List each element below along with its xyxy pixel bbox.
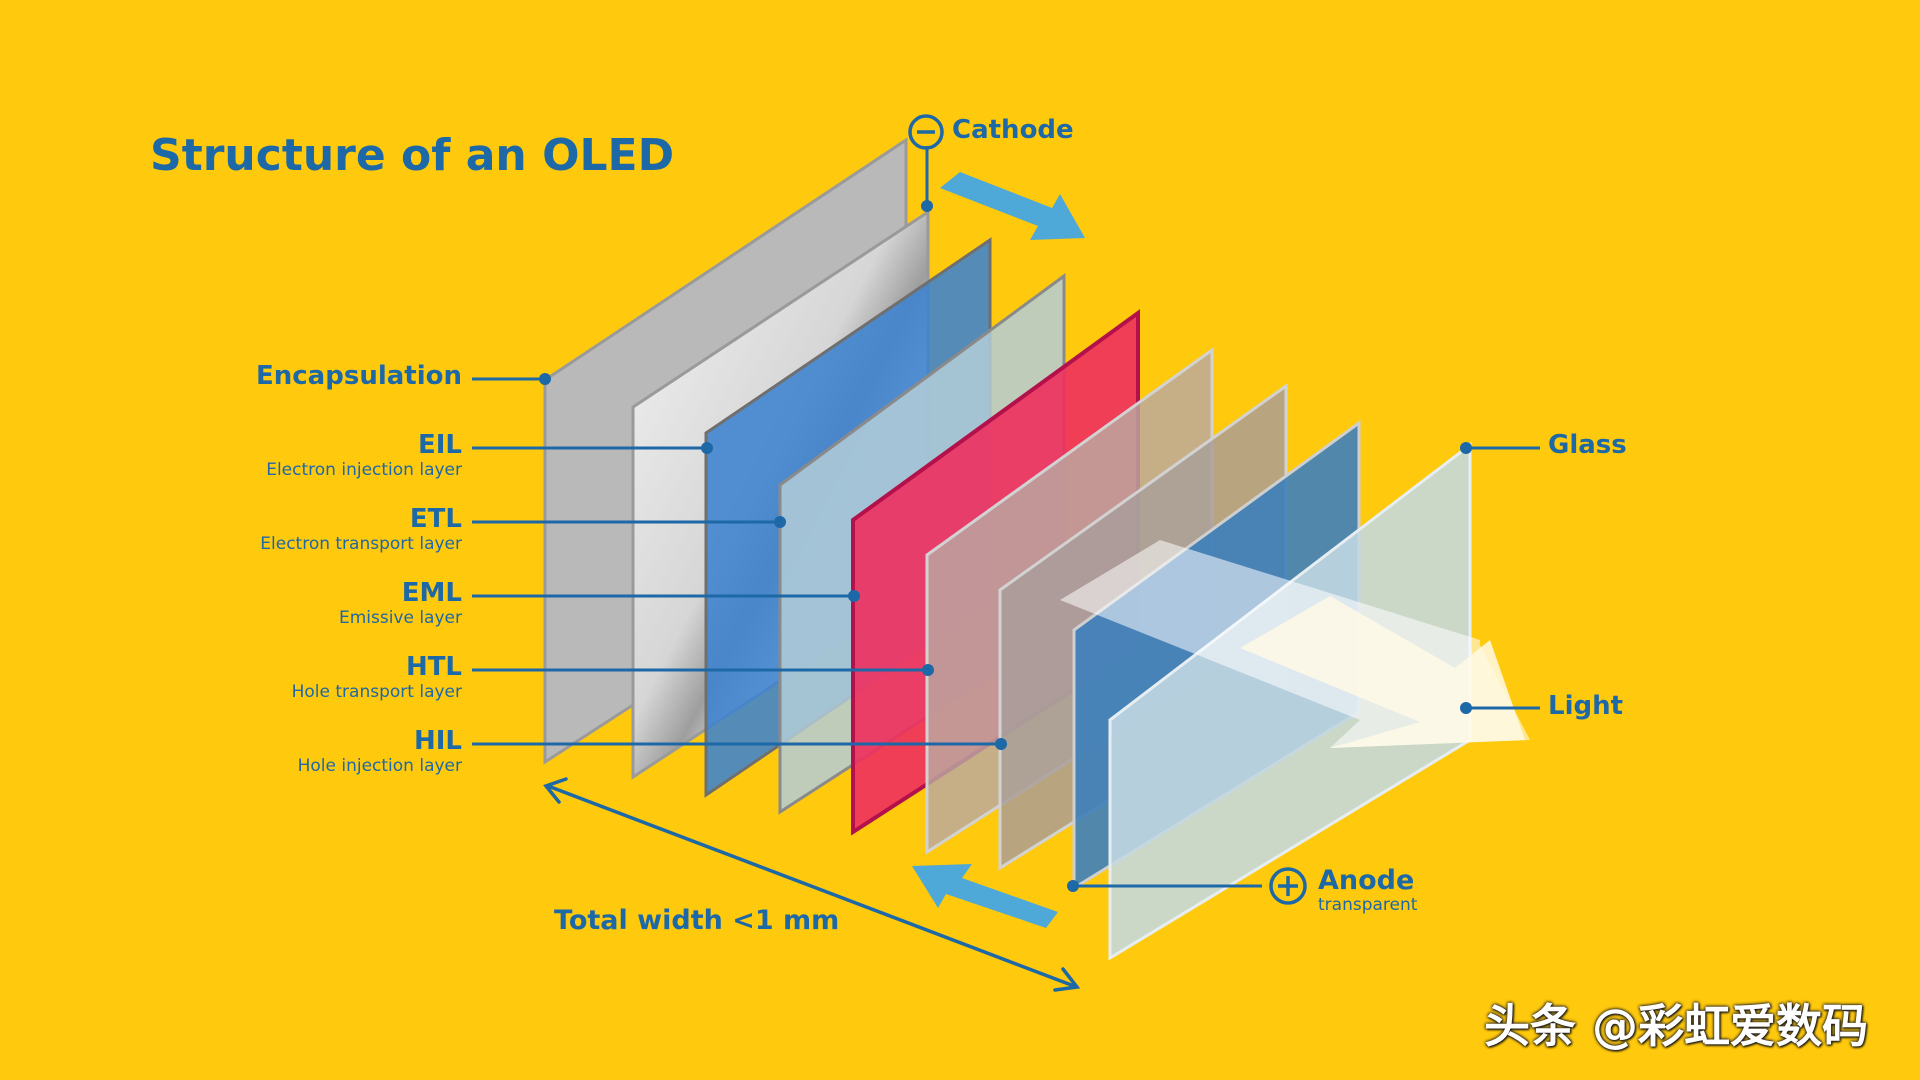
eml-name: EML xyxy=(401,578,462,608)
light-arrow xyxy=(1240,596,1525,748)
hole-flow-arrow xyxy=(912,864,1058,928)
eml-desc: Emissive layer xyxy=(338,608,462,628)
total-width-arrowhead-left xyxy=(543,777,568,804)
light-label: Light xyxy=(1548,691,1624,721)
htl-leader-dot xyxy=(922,664,934,676)
light-leader-dot xyxy=(1460,702,1472,714)
etl-name: ETL xyxy=(409,504,462,534)
hil-name: HIL xyxy=(413,726,462,756)
total-width-arrow-line xyxy=(547,784,1075,988)
anode-desc: transparent xyxy=(1318,895,1418,915)
anode-leader-dot xyxy=(1067,880,1079,892)
encapsulation-name: Encapsulation xyxy=(256,361,462,391)
eml-leader-dot xyxy=(848,590,860,602)
total-width-arrowhead-right xyxy=(1053,967,1081,992)
eil-leader-dot xyxy=(701,442,713,454)
htl-label: HTL Hole transport layer xyxy=(292,652,462,702)
etl-label: ETL Electron transport layer xyxy=(260,504,462,554)
eml-label: EML Emissive layer xyxy=(339,578,462,628)
eil-desc: Electron injection layer xyxy=(266,460,462,480)
hil-leader-dot xyxy=(995,738,1007,750)
glass-label: Glass xyxy=(1548,430,1627,460)
page-title: Structure of an OLED xyxy=(150,130,675,181)
eil-label: EIL Electron injection layer xyxy=(266,430,462,480)
hil-desc: Hole injection layer xyxy=(297,756,462,776)
anode-label-group: Anode transparent xyxy=(1318,865,1418,915)
eil-name: EIL xyxy=(417,430,462,460)
etl-leader-dot xyxy=(774,516,786,528)
watermark: 头条 @彩虹爱数码 xyxy=(1484,999,1869,1053)
cathode-leader-dot xyxy=(921,200,933,212)
htl-desc: Hole transport layer xyxy=(291,682,462,702)
encapsulation-label: Encapsulation xyxy=(256,361,462,391)
plus-circle-icon xyxy=(1269,867,1307,905)
cathode-label: Cathode xyxy=(952,115,1074,145)
total-width-label: Total width <1 mm xyxy=(554,905,840,936)
anode-label: Anode xyxy=(1318,865,1415,896)
glass-leader-dot xyxy=(1460,442,1472,454)
htl-name: HTL xyxy=(405,652,462,682)
minus-circle-icon xyxy=(908,114,944,150)
electron-flow-arrow xyxy=(940,172,1085,240)
hil-label: HIL Hole injection layer xyxy=(298,726,462,776)
encapsulation-leader-dot xyxy=(539,373,551,385)
etl-desc: Electron transport layer xyxy=(260,534,462,554)
